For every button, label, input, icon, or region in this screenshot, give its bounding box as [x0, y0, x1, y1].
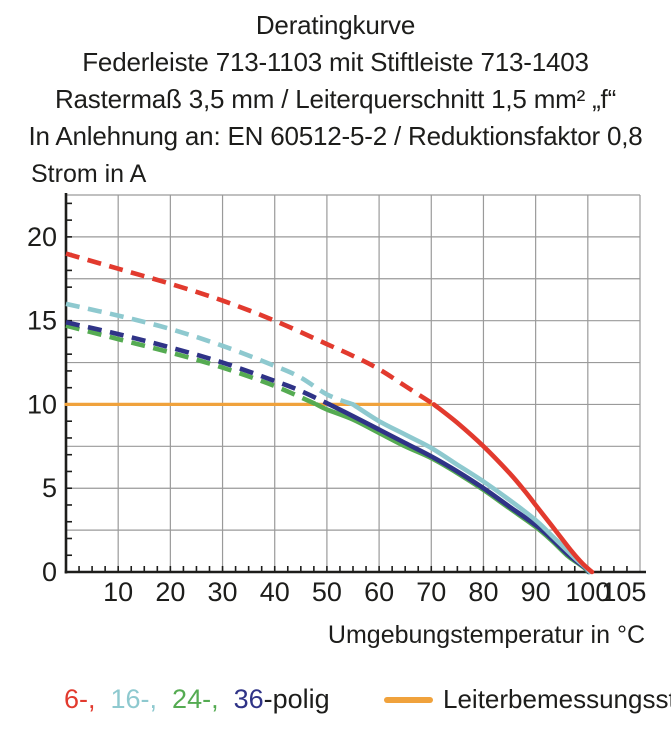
y-tick-label: 10	[27, 389, 57, 419]
legend-pole-counts: 6-, 16-, 24-, 36 -polig	[64, 684, 330, 715]
rated-current-line-swatch	[384, 696, 433, 703]
x-tick-label: 30	[208, 577, 238, 607]
legend-item-36-polig: 36 -polig	[234, 684, 330, 715]
legend: 6-, 16-, 24-, 36 -polig Leiterbemessungss…	[0, 684, 671, 718]
x-tick-label: 100	[565, 577, 610, 607]
x-tick-label: 60	[364, 577, 394, 607]
legend-rated-current: Leiterbemessungsstrom	[384, 684, 671, 715]
x-tick-label: 10	[103, 577, 133, 607]
title-line-2: Federleiste 713-1103 mit Stiftleiste 713…	[82, 47, 589, 77]
series-6-polig-dashed	[65, 251, 436, 407]
legend-item-36-number: 36	[233, 684, 264, 714]
series-24-polig-dashed	[65, 323, 318, 407]
legend-item-24-polig: 24-,	[172, 684, 219, 714]
x-tick-label: 50	[312, 577, 342, 607]
legend-item-6-polig: 6-,	[64, 684, 96, 714]
legend-item-16-polig: 16-,	[110, 684, 158, 714]
x-tick-label: 70	[416, 577, 446, 607]
x-tick-label: 40	[260, 577, 290, 607]
x-tick-label: 90	[521, 577, 551, 607]
x-tick-label: 20	[155, 577, 185, 607]
legend-polig-suffix: -polig	[263, 684, 330, 714]
title-line-4: In Anlehnung an: EN 60512-5-2 / Reduktio…	[28, 121, 643, 151]
y-tick-label: 5	[42, 473, 57, 503]
title-line-3: Rastermaß 3,5 mm / Leiterquerschnitt 1,5…	[54, 84, 617, 114]
y-tick-label: 20	[27, 222, 57, 252]
y-tick-label: 0	[42, 557, 57, 587]
series-6-polig-solid	[431, 402, 595, 575]
title-line-1: Deratingkurve	[255, 10, 416, 40]
x-axis-label: Umgebungstemperatur in °C	[327, 621, 645, 649]
x-tick-label: 80	[468, 577, 498, 607]
y-axis-label: Strom in A	[31, 160, 147, 188]
rated-current-label: Leiterbemessungsstrom	[443, 684, 671, 714]
chart-title-block: Deratingkurve Federleiste 713-1103 mit S…	[0, 7, 671, 155]
series-36-polig-dashed	[65, 320, 331, 407]
series-16-polig-dashed	[65, 301, 354, 407]
x-tick-label: 105	[601, 577, 646, 607]
y-tick-label: 15	[27, 306, 57, 336]
